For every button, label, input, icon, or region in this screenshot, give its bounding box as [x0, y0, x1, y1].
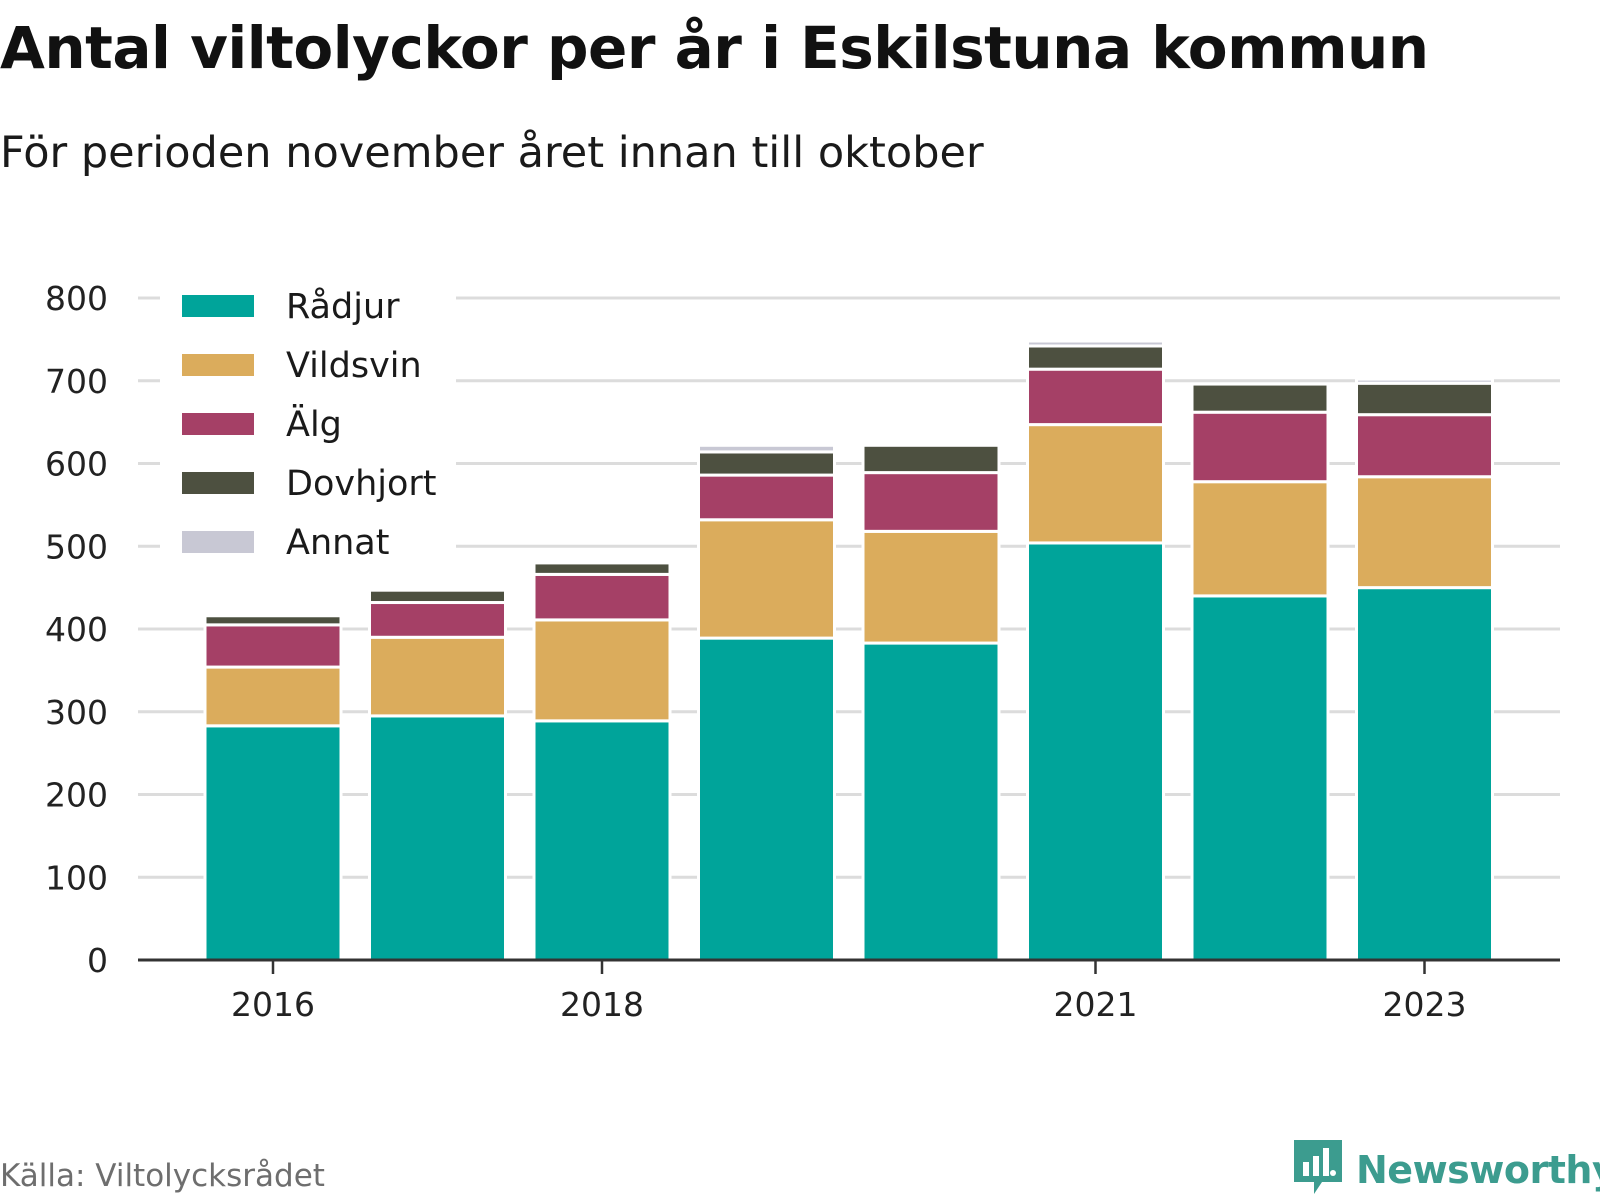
axes: 0 100 200 300 400 500 600 700 800 2016 2018 2021 202… [45, 279, 1560, 1024]
bar-segment-dovhjort-2018 [532, 561, 672, 576]
bar-chart-speech-bubble-icon [1292, 1138, 1344, 1202]
bar-segment-älg-2018 [532, 572, 672, 622]
bar-segment-vildsvin-2017 [368, 635, 507, 718]
y-tick-label: 400 [45, 610, 108, 649]
bar-segment-dovhjort-2023 [1355, 381, 1494, 417]
bar-segment-älg-2016 [203, 623, 343, 669]
legend-label: Dovhjort [286, 464, 437, 504]
chart-title: Antal viltolyckor per år i Eskilstuna ko… [0, 14, 1429, 82]
legend-swatch [182, 472, 254, 494]
brand-name: Newsworthy [1356, 1148, 1600, 1192]
legend-swatch [182, 531, 254, 553]
bar-segment-dovhjort-2016 [203, 614, 343, 627]
bar-segment-rådjur-2023 [1355, 586, 1494, 962]
legend-swatch [182, 354, 254, 376]
bar-segment-vildsvin-2019 [697, 518, 836, 640]
y-tick-label: 600 [45, 445, 108, 484]
legend-swatch [182, 413, 254, 435]
bar-segment-älg-2021 [1026, 367, 1165, 427]
y-tick-label: 300 [45, 693, 108, 732]
y-tick-label: 800 [45, 279, 108, 318]
bar-segment-annat-2018 [532, 558, 672, 565]
bars [203, 339, 1494, 962]
legend-label: Älg [286, 403, 342, 445]
x-tick-label: 2016 [231, 985, 315, 1024]
bar-segment-vildsvin-2018 [532, 618, 672, 723]
bar-segment-annat-2019 [697, 443, 836, 454]
bar-segment-vildsvin-2021 [1026, 423, 1165, 545]
bar-segment-rådjur-2017 [368, 714, 507, 962]
legend-swatch [182, 295, 254, 317]
y-tick-label: 200 [45, 776, 108, 815]
brand-logo[interactable]: Newsworthy [1292, 1140, 1600, 1200]
bar-segment-dovhjort-2017 [368, 588, 507, 605]
legend-label: Vildsvin [286, 346, 422, 386]
bar-segment-rådjur-2021 [1026, 541, 1165, 962]
bar-segment-älg-2017 [368, 601, 507, 639]
x-tick-label: 2021 [1054, 985, 1138, 1024]
x-tick-label: 2023 [1383, 985, 1467, 1024]
bar-segment-rådjur-2022 [1190, 594, 1330, 962]
bar-segment-annat-2023 [1355, 377, 1494, 385]
bar-segment-vildsvin-2020 [861, 529, 1001, 645]
bar-segment-älg-2020 [861, 471, 1001, 533]
legend: Rådjur Vildsvin Älg Dovhjort Annat [160, 268, 456, 563]
bar-segment-rådjur-2020 [861, 641, 1001, 962]
legend-label: Rådjur [286, 286, 400, 327]
x-tick-label: 2018 [560, 985, 644, 1024]
source-note: Källa: Viltolycksrådet [0, 1158, 325, 1194]
bar-segment-dovhjort-2021 [1026, 344, 1165, 371]
bar-segment-annat-2021 [1026, 339, 1165, 348]
y-tick-label: 500 [45, 527, 108, 566]
stacked-bar-chart: 0 100 200 300 400 500 600 700 800 2016 2018 2021 202… [45, 268, 1560, 1024]
bar-segment-vildsvin-2016 [203, 665, 343, 728]
bar-segment-älg-2019 [697, 473, 836, 522]
bar-segment-rådjur-2019 [697, 636, 836, 962]
legend-label: Annat [286, 523, 389, 563]
bar-segment-dovhjort-2020 [861, 443, 1001, 475]
y-tick-label: 0 [87, 941, 108, 980]
bar-segment-vildsvin-2023 [1355, 475, 1494, 590]
bar-segment-vildsvin-2022 [1190, 480, 1330, 598]
bar-segment-annat-2017 [368, 586, 507, 592]
chart-subtitle: För perioden november året innan till ok… [0, 128, 984, 178]
y-tick-label: 700 [45, 362, 108, 401]
y-tick-label: 100 [45, 858, 108, 897]
bar-segment-älg-2022 [1190, 410, 1330, 484]
bar-segment-älg-2023 [1355, 413, 1494, 479]
bar-segment-rådjur-2018 [532, 719, 672, 962]
bar-segment-dovhjort-2019 [697, 450, 836, 477]
bar-segment-rådjur-2016 [203, 724, 343, 962]
bar-segment-dovhjort-2022 [1190, 382, 1330, 414]
